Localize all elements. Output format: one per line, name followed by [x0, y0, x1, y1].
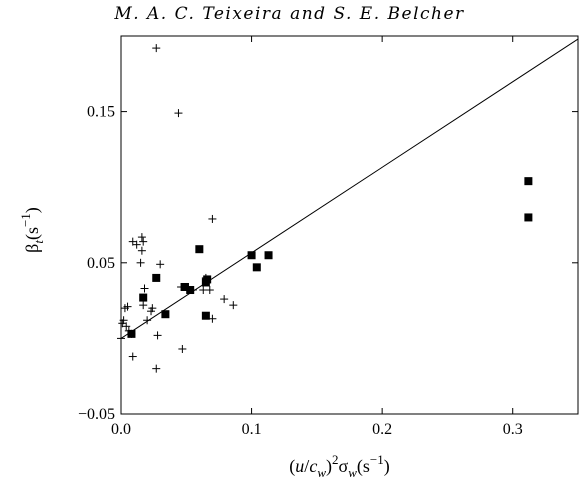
y-tick-label: 0.15: [87, 104, 115, 121]
x-tick-label: 0.2: [372, 421, 392, 438]
data-points: [117, 44, 533, 373]
x-tick-label: 0.0: [111, 421, 131, 438]
square-point: [152, 273, 161, 282]
square-point: [201, 311, 210, 320]
x-tick-label: 0.1: [242, 421, 262, 438]
plus-point: [174, 109, 183, 118]
plus-point: [123, 302, 132, 311]
square-point: [127, 329, 136, 338]
plus-point: [137, 233, 146, 242]
axis-ticks: 0.0 0.1 0.2 0.3 −0.05 0.05 0.15: [78, 36, 578, 438]
plus-point: [152, 364, 161, 373]
plus-point: [220, 295, 229, 304]
square-point: [180, 282, 189, 291]
plus-point: [139, 237, 148, 246]
plus-point: [117, 334, 125, 343]
square-point: [161, 310, 170, 319]
x-tick-label: 0.3: [503, 421, 523, 438]
plus-point: [140, 284, 149, 293]
y-axis-title: βt(s−1): [18, 207, 46, 253]
square-point: [186, 286, 195, 295]
fit-line: [120, 38, 579, 339]
x-axis-title: (u/cw)2σw(s−1): [289, 452, 389, 477]
plus-point: [208, 214, 217, 223]
fit-line-group: [120, 38, 579, 339]
plus-point: [152, 44, 161, 53]
plus-point: [148, 304, 157, 313]
plus-point: [229, 301, 238, 310]
square-point: [252, 263, 261, 272]
plus-point: [205, 286, 214, 295]
plus-point: [156, 260, 165, 269]
plus-point: [119, 316, 128, 325]
plus-point: [143, 316, 152, 325]
square-point: [247, 251, 256, 260]
plus-point: [122, 322, 131, 331]
square-point: [524, 213, 533, 222]
plus-point: [128, 352, 137, 361]
y-tick-label: 0.05: [87, 255, 115, 272]
plus-point: [136, 258, 145, 267]
square-point: [195, 245, 204, 254]
square-point: [524, 177, 533, 186]
plus-point: [132, 240, 141, 249]
square-point: [203, 275, 212, 284]
plus-point: [153, 331, 162, 340]
y-tick-label: −0.05: [78, 406, 115, 423]
plus-point: [137, 246, 146, 255]
square-point: [139, 293, 148, 302]
plus-point: [178, 344, 187, 353]
square-point: [264, 251, 273, 260]
plus-point: [139, 301, 148, 310]
plot-frame: [120, 35, 579, 415]
page-header: M. A. C. Teixeira and S. E. Belcher: [114, 4, 465, 24]
